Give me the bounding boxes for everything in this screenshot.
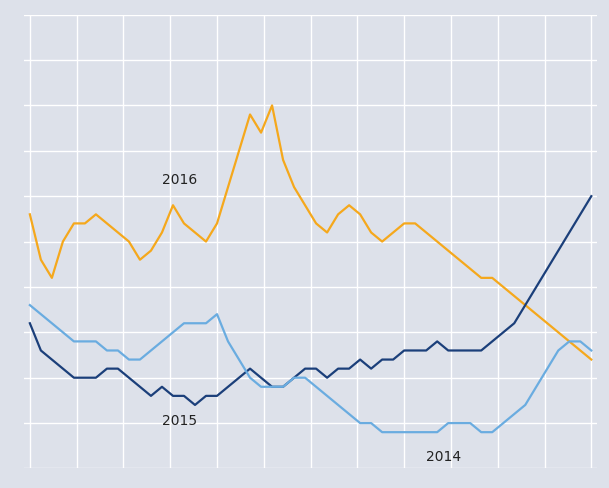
Text: 2014: 2014	[426, 450, 461, 464]
Text: 2015: 2015	[162, 414, 197, 428]
Text: 2016: 2016	[162, 173, 197, 187]
